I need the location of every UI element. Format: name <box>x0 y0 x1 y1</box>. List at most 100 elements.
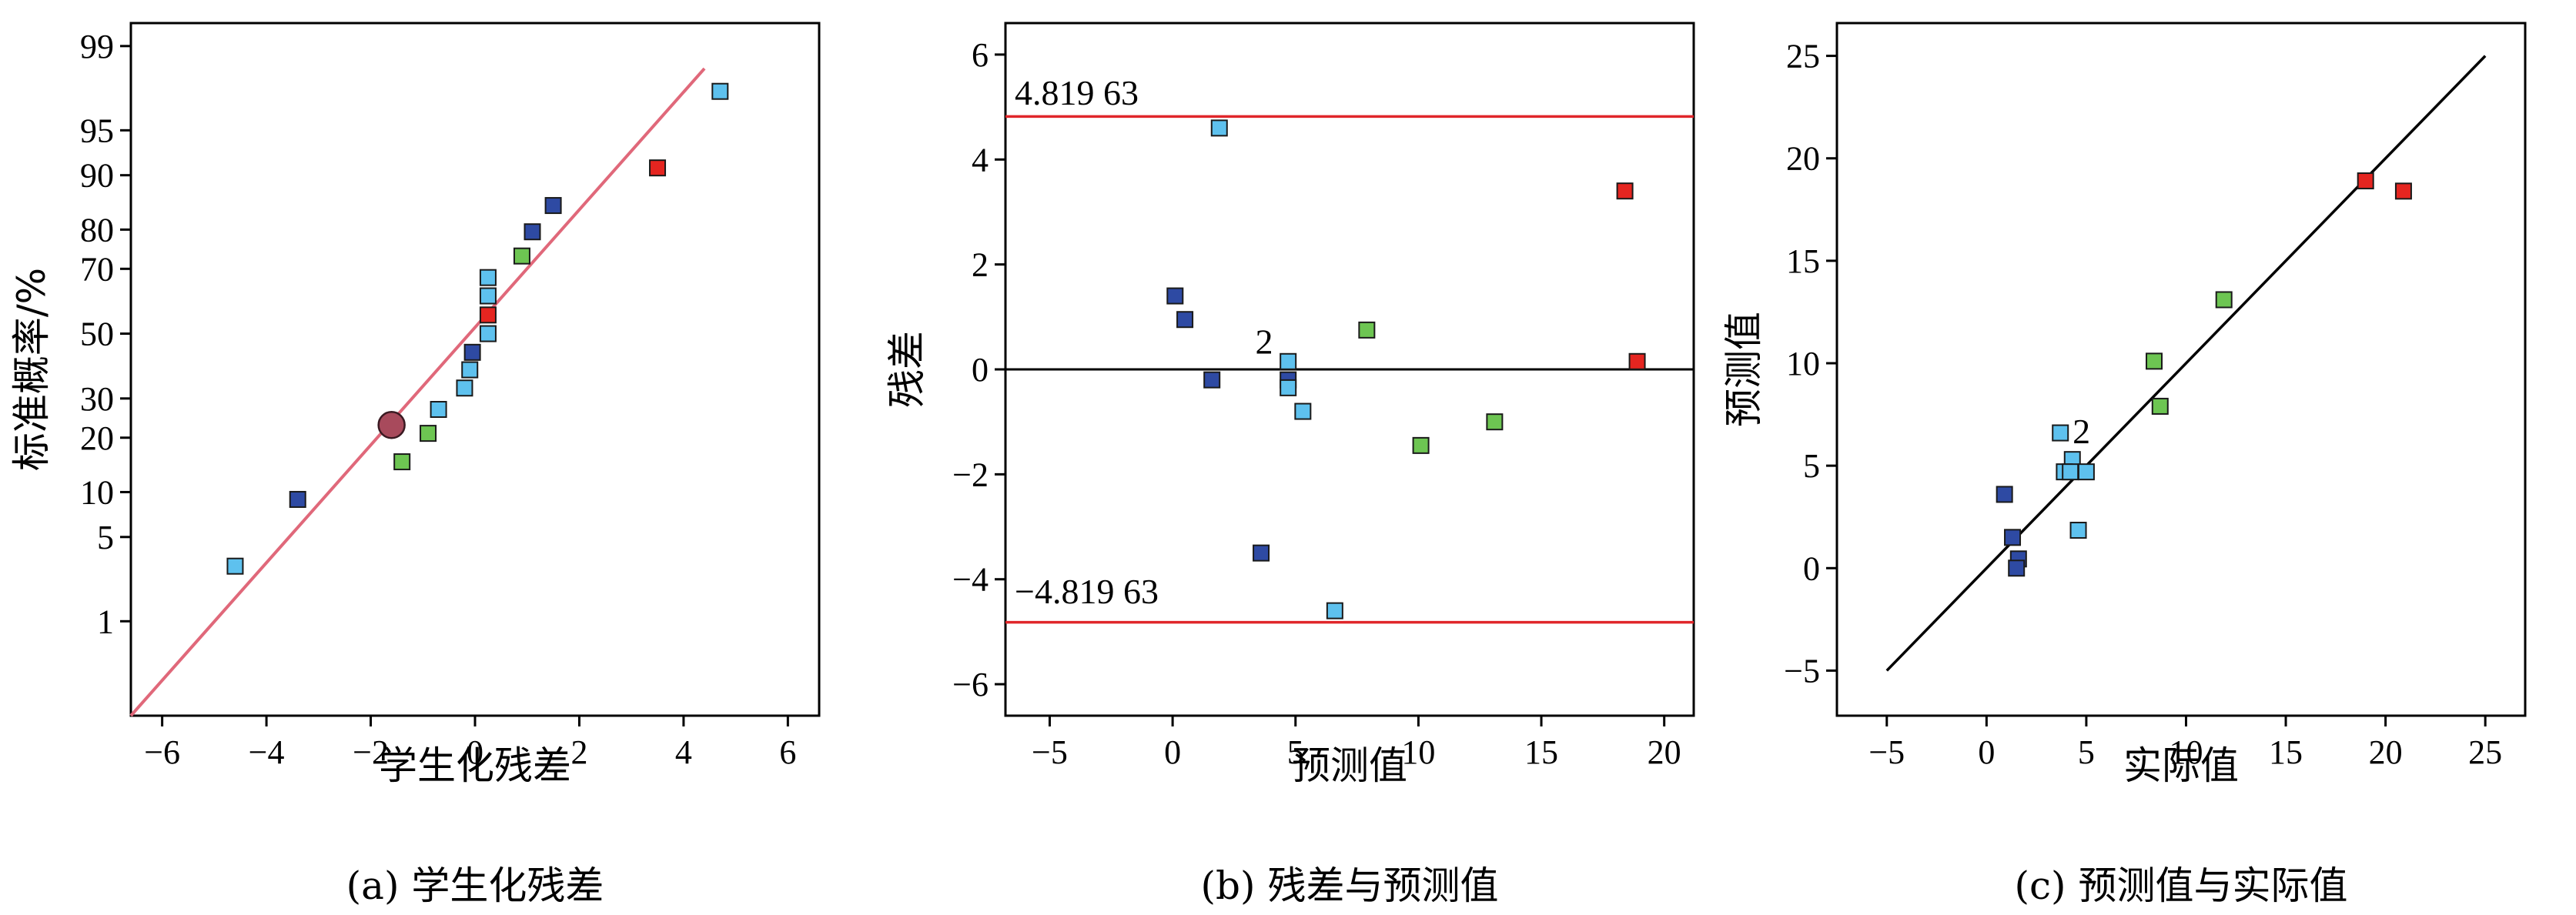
panel-b-caption: (b) 残差与预测值 <box>1201 863 1499 908</box>
panel-a-data-point <box>544 197 562 215</box>
panel-b-y-tick-label: 0 <box>972 351 989 389</box>
panel-a-x-tick-label: −2 <box>353 733 389 771</box>
panel-c-overlap-count-label: 2 <box>2073 412 2090 451</box>
panel-b-y-tick-label: 6 <box>972 36 989 74</box>
panel-b-upper-limit-label: 4.819 63 <box>1015 73 1139 112</box>
panel-b-overlap-count-label: 2 <box>1255 322 1273 362</box>
panel-a-y-tick-label: 30 <box>80 380 114 418</box>
panel-b-data-point <box>1166 287 1184 305</box>
panel-c-data-point <box>2394 182 2412 200</box>
panel-a-y-tick-label: 80 <box>80 211 114 249</box>
panel-a-y-tick-label: 50 <box>80 316 114 353</box>
panel-a-y-tick-label: 20 <box>80 419 114 457</box>
panel-a-data-point <box>649 159 667 177</box>
panel-c-x-tick-label: 25 <box>2468 733 2502 771</box>
panel-b-x-tick-label: 5 <box>1287 733 1304 771</box>
panel-c-x-axis-label: 实际值 <box>2123 743 2239 788</box>
panel-c-data-point <box>1996 486 2013 503</box>
panel-c-predicted-vs-actual-plot: −5 0 5 10 15 20 25 −5 0 5 10 15 20 25 2 实际值 预测值 (c) 预… <box>1721 22 2527 908</box>
panel-b-data-point <box>1280 379 1297 396</box>
panel-b-x-tick-label: 0 <box>1164 733 1181 771</box>
panel-a-data-point <box>479 325 497 342</box>
panel-c-y-tick-label: 0 <box>1803 549 1820 587</box>
panel-a-data-point <box>479 287 497 305</box>
panel-a-y-tick-label: 1 <box>97 603 114 640</box>
panel-b-x-tick-label: 10 <box>1401 733 1435 771</box>
panel-c-y-axis-label: 预测值 <box>1721 312 1766 427</box>
panel-a-data-point <box>430 401 447 419</box>
panel-c-x-tick-label: 15 <box>2269 733 2303 771</box>
panel-c-data-point <box>2146 352 2163 370</box>
panel-a-x-tick-label: 6 <box>779 733 796 771</box>
panel-a-y-tick-label: 90 <box>80 157 114 195</box>
panel-c-y-tick-label: 10 <box>1786 345 1820 382</box>
panel-a-y-axis-label: 标准概率/% <box>9 268 54 471</box>
panel-c-data-point <box>2357 172 2374 190</box>
panel-a-data-point <box>513 247 530 265</box>
panel-c-x-tick-label: 0 <box>1978 733 1995 771</box>
panel-c-data-point <box>2077 463 2095 481</box>
panel-c-plot-frame <box>1835 22 2527 717</box>
panel-b-data-point <box>1326 602 1343 619</box>
panel-c-x-tick-label: 5 <box>2078 733 2095 771</box>
panel-b-y-axis-label: 残差 <box>885 331 929 408</box>
panel-a-x-tick-label: −6 <box>144 733 180 771</box>
panel-a-x-tick-label: 2 <box>570 733 587 771</box>
panel-c-data-point <box>2062 463 2079 481</box>
panel-b-data-point <box>1203 371 1221 389</box>
panel-b-y-tick-label: 2 <box>972 246 989 284</box>
panel-b-data-point <box>1294 402 1312 420</box>
panel-b-x-axis-label: 预测值 <box>1292 743 1407 788</box>
panel-c-y-tick-label: 5 <box>1803 447 1820 485</box>
panel-a-x-tick-label: 4 <box>675 733 692 771</box>
panel-b-data-point <box>1280 352 1297 370</box>
panel-b-y-tick-label: 4 <box>972 141 989 179</box>
panel-a-highlighted-point <box>377 411 406 439</box>
panel-a-data-point <box>461 361 479 379</box>
panel-c-x-tick-label: 20 <box>2369 733 2403 771</box>
panel-c-data-point <box>2008 559 2026 577</box>
panel-b-data-point <box>1176 311 1194 329</box>
panel-b-data-point <box>1628 352 1646 370</box>
panel-b-data-point <box>1616 182 1634 200</box>
panel-a-data-point <box>289 490 306 508</box>
panel-b-x-tick-label: 15 <box>1524 733 1558 771</box>
panel-a-data-point <box>456 379 473 397</box>
panel-a-data-point <box>479 269 497 286</box>
panel-b-data-point <box>1253 544 1270 562</box>
panel-c-data-point <box>2215 291 2233 309</box>
panel-a-data-point <box>711 82 729 100</box>
panel-a-reference-line <box>129 67 706 717</box>
panel-a-data-point <box>393 453 411 471</box>
panel-b-data-point <box>1358 321 1376 339</box>
panel-c-caption: (c) 预测值与实际值 <box>2015 863 2348 908</box>
panel-b-x-tick-label: −5 <box>1032 733 1068 771</box>
panel-b-lower-limit-label: −4.819 63 <box>1015 572 1159 611</box>
panel-a-data-point <box>463 343 481 361</box>
panel-c-y-tick-label: 20 <box>1786 140 1820 178</box>
panel-a-data-point <box>524 223 541 241</box>
panel-c-y-tick-label: −5 <box>1784 652 1820 690</box>
panel-b-x-tick-label: 20 <box>1648 733 1681 771</box>
panel-c-y-tick-label: 25 <box>1786 38 1820 75</box>
panel-a-x-tick-label: 0 <box>467 733 483 771</box>
panel-b-y-tick-label: −2 <box>952 456 989 493</box>
panel-c-x-tick-label: 10 <box>2169 733 2203 771</box>
panel-a-data-point <box>226 557 244 575</box>
panel-c-x-tick-label: −5 <box>1868 733 1905 771</box>
panel-c-data-point <box>2069 522 2087 539</box>
panel-b-y-tick-label: −6 <box>952 666 989 703</box>
panel-c-y-tick-label: 15 <box>1786 242 1820 280</box>
panel-b-y-tick-label: −4 <box>952 561 989 599</box>
panel-a-x-tick-label: −4 <box>249 733 285 771</box>
panel-c-data-point <box>2052 424 2069 442</box>
panel-a-caption: (a) 学生化残差 <box>346 863 604 908</box>
panel-a-y-tick-label: 5 <box>97 519 114 556</box>
panel-a-y-tick-label: 70 <box>80 250 114 288</box>
panel-b-data-point <box>1210 119 1228 137</box>
panel-a-y-tick-label: 99 <box>80 28 114 65</box>
panel-b-data-point <box>1412 436 1430 454</box>
